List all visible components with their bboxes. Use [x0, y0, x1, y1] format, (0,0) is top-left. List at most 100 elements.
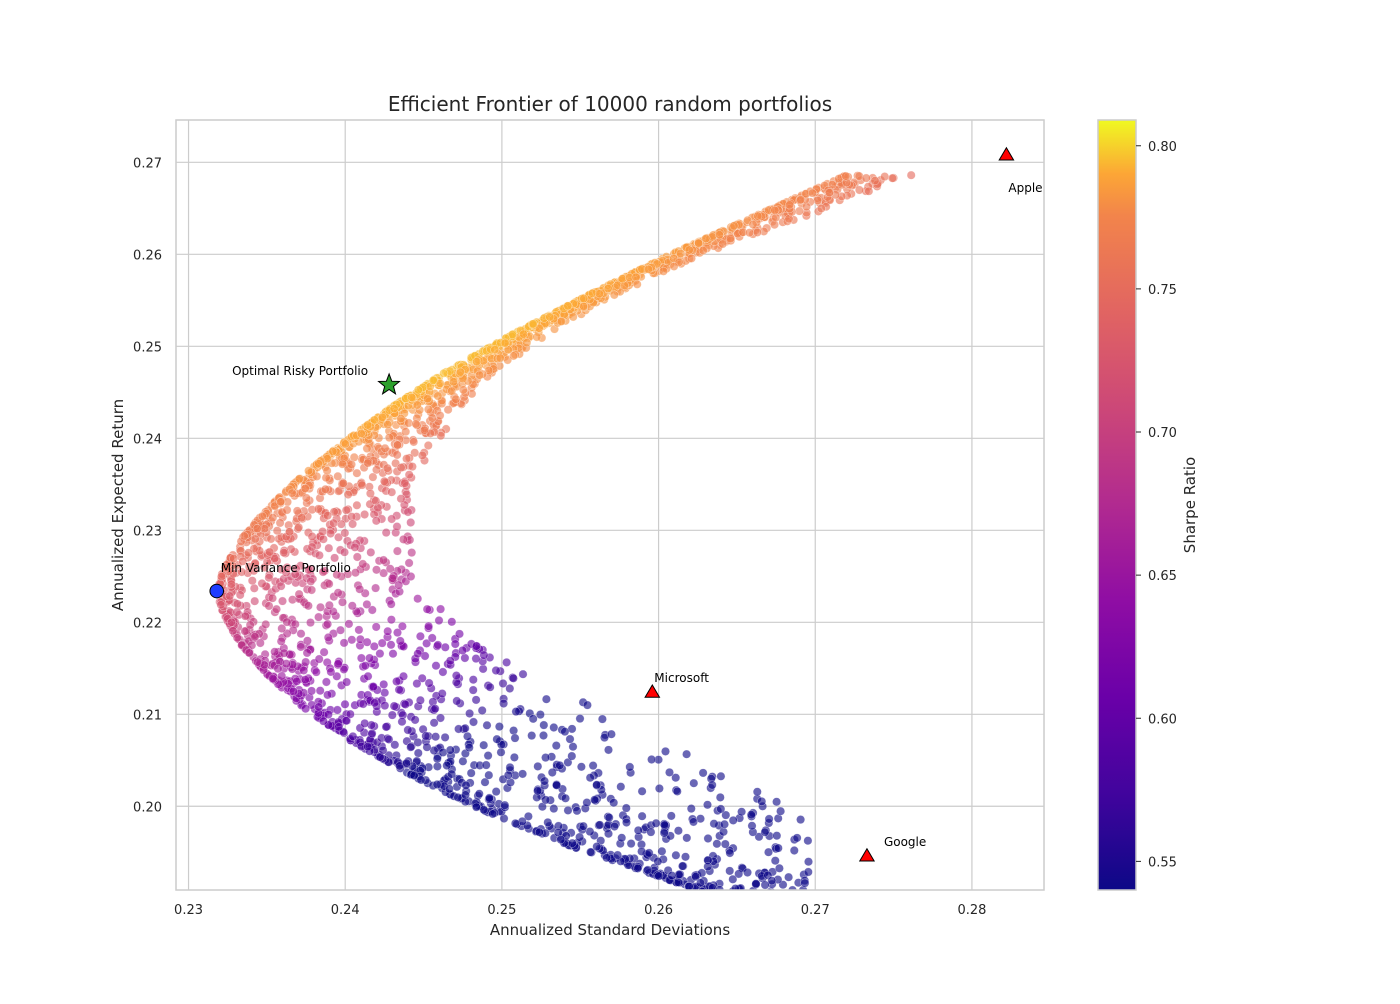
portfolio-point	[432, 780, 442, 789]
portfolio-point	[752, 787, 762, 797]
portfolio-point	[557, 316, 566, 326]
portfolio-point	[344, 619, 354, 629]
portfolio-point	[232, 607, 242, 617]
portfolio-point	[407, 548, 417, 558]
portfolio-point	[767, 891, 775, 899]
portfolio-point	[413, 594, 423, 604]
portfolio-point	[380, 688, 390, 698]
portfolio-point	[760, 880, 770, 890]
portfolio-point	[789, 912, 797, 920]
portfolio-point	[387, 487, 397, 497]
portfolio-point	[406, 518, 416, 527]
portfolio-point	[643, 264, 653, 274]
portfolio-point	[337, 459, 347, 469]
portfolio-point	[437, 689, 447, 699]
portfolio-point	[651, 818, 661, 828]
portfolio-point	[451, 394, 461, 404]
portfolio-point	[721, 810, 731, 820]
portfolio-point	[854, 185, 864, 195]
portfolio-point	[563, 301, 573, 311]
portfolio-point	[509, 752, 519, 762]
portfolio-point	[763, 906, 771, 914]
portfolio-point	[734, 869, 744, 879]
y-tick-label: 0.25	[133, 340, 162, 355]
portfolio-point	[290, 569, 300, 579]
portfolio-point	[368, 682, 378, 692]
portfolio-point	[575, 714, 585, 724]
portfolio-point	[491, 787, 501, 797]
portfolio-point	[567, 751, 577, 761]
portfolio-point	[369, 641, 379, 651]
portfolio-point	[743, 902, 751, 910]
portfolio-point	[479, 740, 489, 750]
portfolio-point	[468, 685, 478, 695]
portfolio-point	[261, 619, 271, 629]
portfolio-point	[687, 253, 696, 263]
portfolio-point	[575, 832, 585, 842]
portfolio-point	[294, 589, 304, 599]
highlight-markers: Apple Microsoft Google Optimal Risky Portfo…	[209, 146, 1043, 862]
portfolio-point	[781, 909, 789, 917]
portfolio-point	[220, 563, 230, 573]
portfolio-point	[585, 773, 595, 783]
portfolio-point	[488, 809, 498, 819]
portfolio-point	[792, 916, 800, 924]
y-tick-label: 0.21	[133, 708, 162, 723]
portfolio-point	[279, 548, 289, 558]
portfolio-point	[478, 664, 488, 674]
portfolio-point	[787, 911, 795, 919]
portfolio-point	[412, 679, 422, 689]
portfolio-point	[637, 811, 647, 821]
portfolio-point	[333, 659, 343, 669]
portfolio-point	[347, 635, 357, 645]
portfolio-point	[698, 246, 708, 255]
portfolio-point	[568, 742, 578, 752]
portfolio-point	[555, 760, 565, 770]
portfolio-point	[758, 908, 766, 916]
portfolio-point	[365, 489, 375, 498]
portfolio-point	[323, 511, 333, 521]
portfolio-point	[621, 803, 631, 813]
asset-label: Google	[884, 835, 926, 849]
portfolio-point	[471, 802, 481, 812]
portfolio-point	[432, 761, 442, 771]
portfolio-point	[343, 490, 353, 499]
portfolio-point	[603, 284, 613, 293]
portfolio-point	[734, 899, 742, 907]
portfolio-point	[300, 675, 310, 685]
portfolio-point	[447, 769, 457, 779]
portfolio-point	[422, 604, 432, 614]
portfolio-point	[825, 188, 834, 198]
portfolio-point	[712, 839, 722, 849]
portfolio-point	[371, 496, 381, 506]
portfolio-point	[264, 601, 274, 611]
portfolio-point	[268, 593, 277, 603]
portfolio-point	[666, 811, 676, 821]
portfolio-point	[450, 639, 460, 649]
portfolio-point	[235, 590, 245, 600]
portfolio-point	[471, 695, 481, 705]
portfolio-point	[485, 682, 495, 692]
portfolio-point	[334, 722, 344, 732]
portfolio-point	[528, 319, 538, 329]
portfolio-point	[273, 664, 283, 674]
portfolio-point	[734, 891, 742, 899]
portfolio-point	[523, 811, 533, 821]
portfolio-point	[800, 878, 810, 888]
portfolio-point	[443, 405, 453, 415]
portfolio-point	[247, 576, 257, 586]
portfolio-point	[803, 893, 811, 901]
portfolio-point	[379, 555, 388, 565]
portfolio-point	[315, 686, 325, 696]
portfolio-point	[281, 568, 291, 577]
portfolio-point	[442, 761, 452, 770]
portfolio-point	[533, 786, 543, 796]
portfolio-point	[789, 916, 797, 924]
portfolio-point	[797, 917, 805, 925]
portfolio-point	[784, 872, 794, 882]
portfolio-point	[371, 583, 381, 593]
portfolio-point	[410, 715, 420, 725]
portfolio-point	[726, 895, 734, 903]
portfolio-point	[510, 818, 520, 828]
